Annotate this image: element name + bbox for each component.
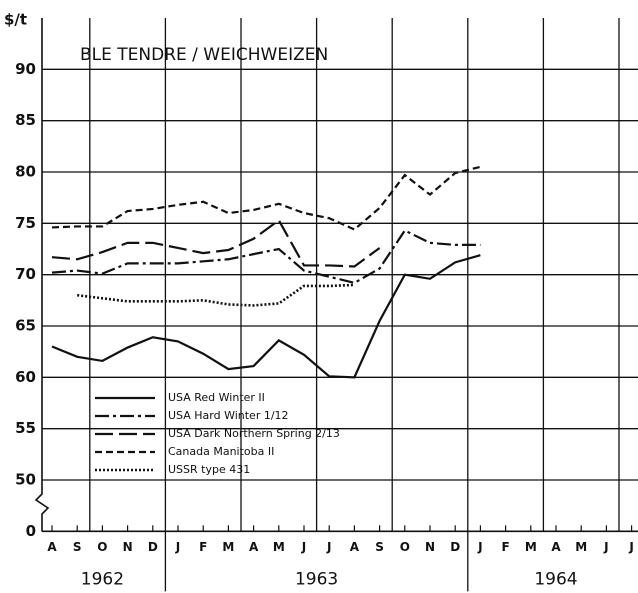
x-tick-label: A — [350, 540, 360, 554]
x-tick-label: S — [375, 540, 384, 554]
x-tick-label: J — [326, 540, 331, 554]
x-tick-label: F — [501, 540, 509, 554]
y-tick-label: 55 — [15, 419, 36, 437]
x-tick-label: O — [400, 540, 410, 554]
y-tick-label: 65 — [15, 317, 36, 335]
series-line — [51, 165, 481, 231]
series-line — [51, 254, 481, 379]
x-tick-label: J — [175, 540, 180, 554]
x-tick-label: J — [603, 540, 608, 554]
y-tick-label: 80 — [15, 163, 36, 181]
x-tick-label: M — [575, 540, 587, 554]
series-line — [77, 283, 355, 307]
year-label: 1962 — [81, 569, 124, 589]
y-tick-label: 75 — [15, 214, 36, 232]
y-tick-label: 50 — [15, 471, 36, 489]
x-tick-label: A — [551, 540, 561, 554]
x-tick-label: J — [301, 540, 306, 554]
y-tick-label: 90 — [15, 60, 36, 78]
x-tick-label: J — [477, 540, 482, 554]
series-line — [51, 218, 381, 268]
x-tick-label: N — [425, 540, 435, 554]
x-tick-label: A — [249, 540, 259, 554]
legend-label: USA Red Winter II — [168, 391, 265, 404]
x-tick-label: S — [73, 540, 82, 554]
x-tick-label: D — [148, 540, 158, 554]
y-tick-label: 60 — [15, 368, 36, 386]
x-tick-label: F — [199, 540, 207, 554]
year-label: 1963 — [295, 569, 338, 589]
series-line — [51, 229, 481, 285]
y-tick-label: 70 — [15, 265, 36, 283]
x-tick-label: N — [123, 540, 133, 554]
legend-label: USSR type 431 — [168, 463, 250, 476]
y-tick-label: 85 — [15, 111, 36, 129]
legend-label: USA Hard Winter 1/12 — [168, 409, 289, 422]
legend-label: USA Dark Northern Spring 2/13 — [168, 427, 340, 440]
x-tick-label: O — [97, 540, 107, 554]
x-tick-label: A — [47, 540, 57, 554]
x-tick-label: M — [273, 540, 285, 554]
y-axis — [34, 18, 50, 532]
year-label: 1964 — [534, 569, 577, 589]
x-tick-label: J — [628, 540, 633, 554]
y-tick-label: 0 — [26, 522, 36, 540]
x-tick-label: D — [450, 540, 460, 554]
y-axis-label: $/t — [4, 11, 27, 29]
chart-title: BLE TENDRE / WEICHWEIZEN — [80, 45, 328, 65]
x-tick-label: M — [525, 540, 537, 554]
legend-label: Canada Manitoba II — [168, 445, 274, 458]
x-tick-label: M — [222, 540, 234, 554]
